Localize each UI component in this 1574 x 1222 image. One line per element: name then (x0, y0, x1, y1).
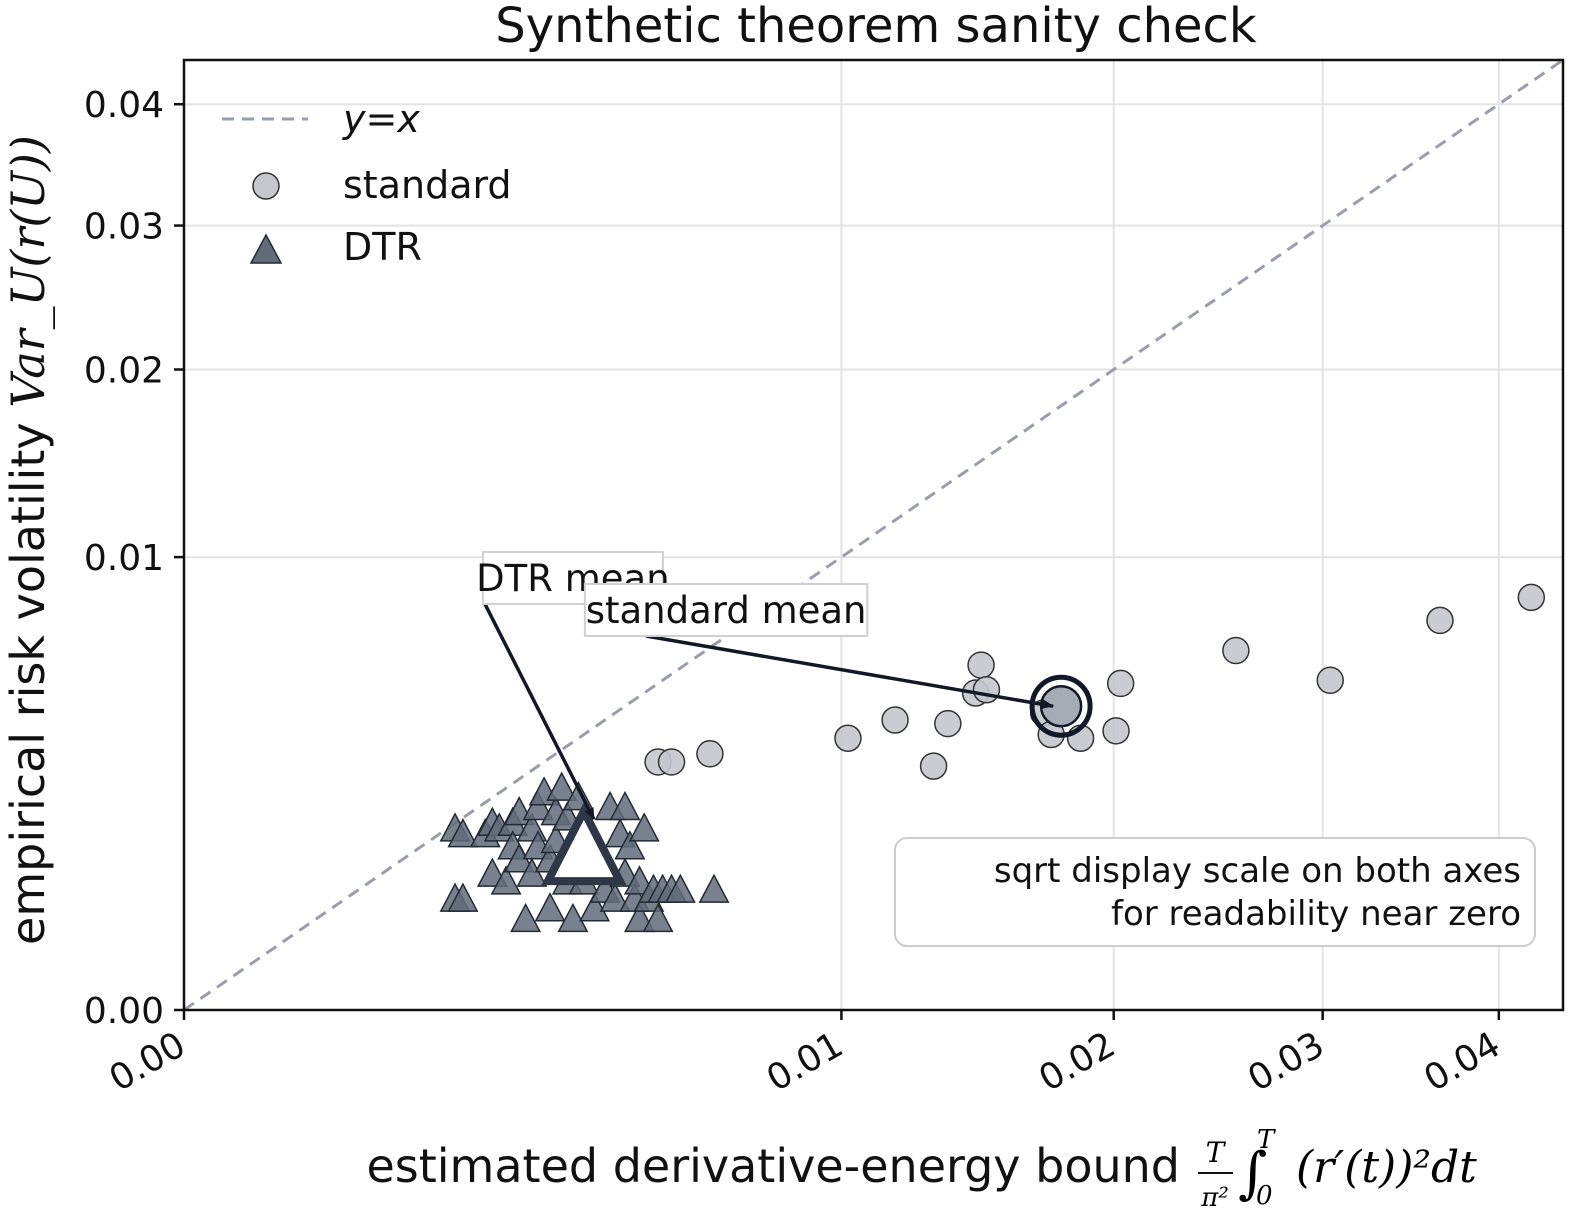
standard-point (1426, 606, 1454, 635)
dtr-point (546, 771, 578, 801)
y-axis-label: empirical risk volatility Var_U(r(U)) (1, 135, 55, 945)
x-axis-label-frac-den: π² (1200, 1183, 1229, 1213)
dtr-point (447, 817, 479, 848)
dtr-point (557, 902, 589, 933)
legend: y=x standard DTR (222, 97, 512, 269)
x-axis-label-frac-num: T (1206, 1136, 1227, 1169)
legend-label-reference: y=x (342, 97, 420, 141)
x-tick-label: 0.00 (103, 1024, 193, 1100)
dtr-point (609, 790, 641, 821)
scale-note-line-2: for readability near zero (1111, 894, 1521, 934)
legend-label-dtr: DTR (343, 225, 422, 269)
scale-note: sqrt display scale on both axes for read… (894, 837, 1536, 947)
dtr-point (628, 812, 660, 842)
mean-markers (541, 674, 1093, 886)
x-axis-ticks: 0.00 0.01 0.02 0.03 0.04 (103, 1010, 1507, 1100)
dtr-point (447, 882, 479, 912)
dtr-point (614, 830, 646, 860)
dtr-point (579, 892, 611, 922)
standard-mean-ring (1029, 674, 1093, 738)
standard-point (834, 724, 862, 753)
x-axis-label: estimated derivative-energy bound T π² ∫… (366, 1125, 1477, 1213)
scale-note-box (894, 837, 1536, 947)
dtr-point (698, 873, 730, 903)
standard-point (919, 752, 948, 780)
y-tick-label: 0.01 (84, 538, 164, 579)
standard-point (881, 706, 909, 734)
dtr-mean-marker (541, 802, 627, 886)
standard-point (934, 709, 962, 738)
dtr-point (522, 790, 554, 821)
y-tick-label: 0.04 (84, 85, 164, 126)
standard-mean-arrow (645, 634, 1055, 709)
plot-frame (182, 58, 1565, 1012)
standard-point (696, 740, 724, 768)
standard-mean-marker (1039, 684, 1083, 728)
y-tick-label: 0.03 (84, 207, 164, 248)
x-tick-label: 0.04 (1417, 1024, 1507, 1100)
standard-point (1316, 666, 1344, 695)
y-tick-label: 0.02 (84, 351, 164, 392)
x-axis-label-integral: ∫ (1238, 1141, 1267, 1206)
y-axis-label-math: Var_U(r(U)) (1, 135, 55, 408)
x-tick-label: 0.02 (1032, 1024, 1122, 1100)
dtr-point (599, 882, 631, 912)
chart-title: Synthetic theorem sanity check (495, 0, 1257, 54)
scale-note-line-1: sqrt display scale on both axes (994, 851, 1521, 891)
standard-point (1222, 636, 1250, 665)
standard-point (1102, 717, 1130, 745)
y-axis-ticks: 0.00 0.01 0.02 0.03 0.04 (84, 85, 184, 1032)
standard-point (1517, 583, 1546, 612)
series-standard (644, 583, 1546, 780)
standard-mean-label-box (583, 583, 869, 638)
x-tick-label: 0.01 (760, 1024, 850, 1100)
dtr-point (642, 902, 674, 933)
standard-point (657, 748, 686, 776)
standard-point (972, 676, 1001, 704)
dtr-mean-arrow (483, 603, 596, 820)
legend-triangle-icon (249, 233, 283, 264)
standard-point (1106, 669, 1135, 698)
x-axis-label-body: (r′(t))²dt (1296, 1142, 1477, 1193)
y-axis-label-text: empirical risk volatility (1, 422, 55, 945)
dtr-point (510, 902, 542, 933)
dtr-point (490, 865, 522, 895)
x-tick-label: 0.03 (1241, 1024, 1331, 1100)
standard-mean-label: standard mean (586, 589, 867, 632)
x-axis-label-text: estimated derivative-energy bound (366, 1139, 1180, 1193)
dtr-point (534, 892, 566, 922)
y-tick-label: 0.00 (84, 991, 164, 1032)
legend-label-standard: standard (343, 163, 512, 207)
standard-point (967, 651, 995, 679)
legend-circle-icon (252, 172, 280, 200)
x-axis-label-lower: 0 (1256, 1181, 1273, 1211)
dtr-point (516, 857, 548, 887)
x-axis-label-upper: T (1257, 1125, 1276, 1155)
dtr-point (664, 873, 696, 903)
